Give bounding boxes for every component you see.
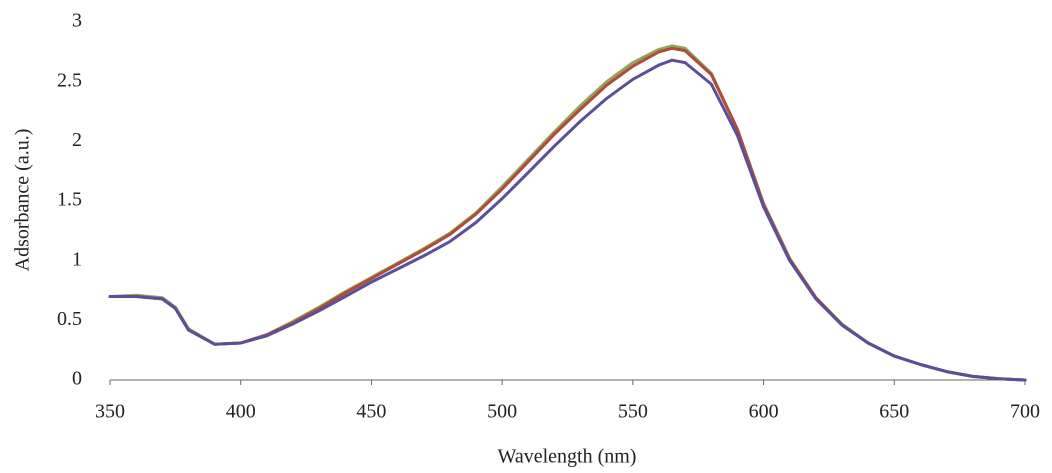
x-tick-label: 400 — [226, 401, 256, 423]
y-tick-label: 0.5 — [57, 308, 82, 330]
x-tick-label: 600 — [749, 401, 779, 423]
y-axis-title: Adsorbance (a.u.) — [12, 129, 34, 272]
y-tick-label: 0 — [72, 368, 82, 390]
y-tick-label: 3 — [72, 10, 82, 32]
y-tick-label: 1.5 — [57, 189, 82, 211]
y-tick-label: 1 — [72, 248, 82, 270]
y-tick-label: 2.5 — [57, 69, 82, 91]
x-tick-label: 650 — [879, 401, 909, 423]
x-tick-label: 500 — [487, 401, 517, 423]
series-line — [108, 58, 1027, 382]
y-tick-label: 2 — [72, 129, 82, 151]
series-line — [108, 44, 1027, 382]
x-tick-label: 550 — [618, 401, 648, 423]
x-axis-title: Wavelength (nm) — [498, 446, 637, 468]
x-tick-label: 700 — [1010, 401, 1040, 423]
series-line — [108, 46, 1027, 382]
x-tick-label: 350 — [95, 401, 125, 423]
x-tick-label: 450 — [356, 401, 386, 423]
